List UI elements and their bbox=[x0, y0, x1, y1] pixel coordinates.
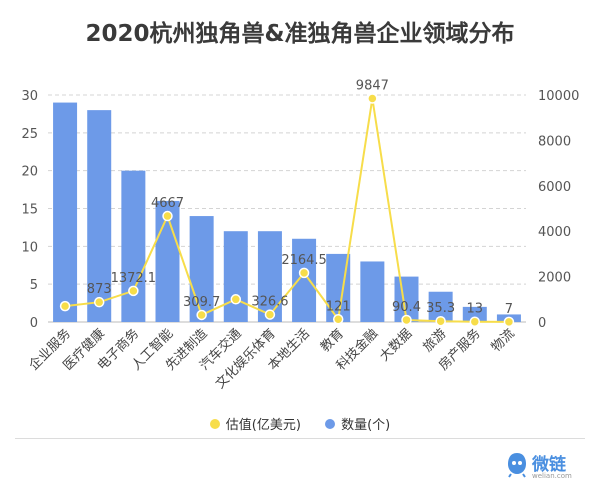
valuation-point bbox=[367, 93, 378, 104]
valuation-data-label: 13 bbox=[467, 302, 484, 317]
left-axis-tick-label: 15 bbox=[21, 203, 38, 218]
valuation-point bbox=[59, 300, 71, 312]
legend-item-valuation[interactable]: 估值(亿美元) bbox=[209, 414, 301, 433]
right-axis-tick-label: 0 bbox=[538, 316, 546, 331]
bar bbox=[189, 216, 214, 322]
valuation-data-label: 90.4 bbox=[392, 300, 421, 315]
x-axis-category-label: 大数据 bbox=[377, 326, 415, 364]
bar bbox=[360, 261, 385, 322]
x-axis-category-label: 旅游 bbox=[420, 326, 449, 355]
left-axis-tick-label: 20 bbox=[21, 165, 38, 180]
valuation-data-label: 1372.1 bbox=[111, 271, 157, 286]
valuation-point bbox=[264, 309, 276, 320]
valuation-point bbox=[298, 267, 310, 279]
valuation-data-label: 7 bbox=[505, 302, 513, 317]
valuation-point bbox=[435, 315, 446, 327]
right-axis-tick-label: 2000 bbox=[538, 271, 571, 286]
valuation-point bbox=[469, 316, 481, 327]
valuation-point bbox=[503, 316, 515, 328]
chart-title: 2020杭州独角兽&准独角兽企业领域分布 bbox=[85, 21, 515, 47]
valuation-point bbox=[162, 210, 173, 222]
legend-item-count[interactable]: 数量(个) bbox=[325, 414, 390, 433]
bar bbox=[257, 231, 282, 322]
valuation-data-label: 309.7 bbox=[183, 295, 220, 310]
legend-valuation-label: 估值(亿美元) bbox=[225, 418, 301, 433]
left-axis-tick-label: 0 bbox=[30, 316, 38, 331]
legend-count-label: 数量(个) bbox=[341, 418, 391, 433]
valuation-data-label: 873 bbox=[87, 282, 112, 297]
legend-count-marker bbox=[325, 418, 336, 429]
valuation-point bbox=[230, 294, 242, 305]
chart-canvas: 0510152025300200040006000800010000企业服务医疗… bbox=[21, 78, 579, 392]
valuation-point bbox=[93, 296, 105, 308]
valuation-data-label: 2164.5 bbox=[281, 253, 327, 268]
valuation-point bbox=[196, 309, 207, 321]
valuation-point bbox=[332, 314, 344, 325]
valuation-line bbox=[64, 98, 509, 323]
footer-divider bbox=[15, 438, 585, 439]
valuation-point bbox=[128, 285, 139, 297]
left-axis-tick-label: 10 bbox=[21, 240, 38, 255]
valuation-data-label: 121 bbox=[326, 299, 351, 314]
bar bbox=[87, 110, 112, 322]
bar bbox=[53, 102, 78, 322]
left-axis-tick-label: 30 bbox=[21, 89, 38, 104]
valuation-data-label: 4667 bbox=[151, 196, 184, 211]
bar bbox=[462, 306, 487, 322]
valuation-data-label: 326.6 bbox=[251, 295, 288, 310]
right-axis-tick-label: 6000 bbox=[538, 180, 571, 195]
x-axis-category-label: 教育 bbox=[317, 326, 347, 356]
right-axis-tick-label: 10000 bbox=[538, 89, 579, 104]
bar bbox=[223, 231, 248, 322]
valuation-data-label: 9847 bbox=[356, 78, 389, 93]
brand-logo-icon bbox=[508, 453, 526, 478]
x-axis-category-label: 物流 bbox=[489, 326, 518, 355]
bar bbox=[292, 238, 317, 322]
right-axis-tick-label: 4000 bbox=[538, 225, 571, 240]
legend-valuation-marker bbox=[209, 418, 220, 429]
brand-logo-text: 微链 bbox=[532, 455, 566, 475]
valuation-data-label: 35.3 bbox=[426, 301, 455, 316]
right-axis-tick-label: 8000 bbox=[538, 134, 571, 149]
valuation-point bbox=[401, 314, 412, 326]
left-axis-tick-label: 5 bbox=[30, 278, 38, 293]
left-axis-tick-label: 25 bbox=[21, 127, 38, 142]
brand-logo-subtext: welian.com bbox=[532, 472, 572, 480]
bar bbox=[121, 170, 146, 322]
brand-logo: 微链 welian.com bbox=[506, 450, 586, 486]
chart-legend: 估值(亿美元) 数量(个) bbox=[0, 414, 600, 433]
